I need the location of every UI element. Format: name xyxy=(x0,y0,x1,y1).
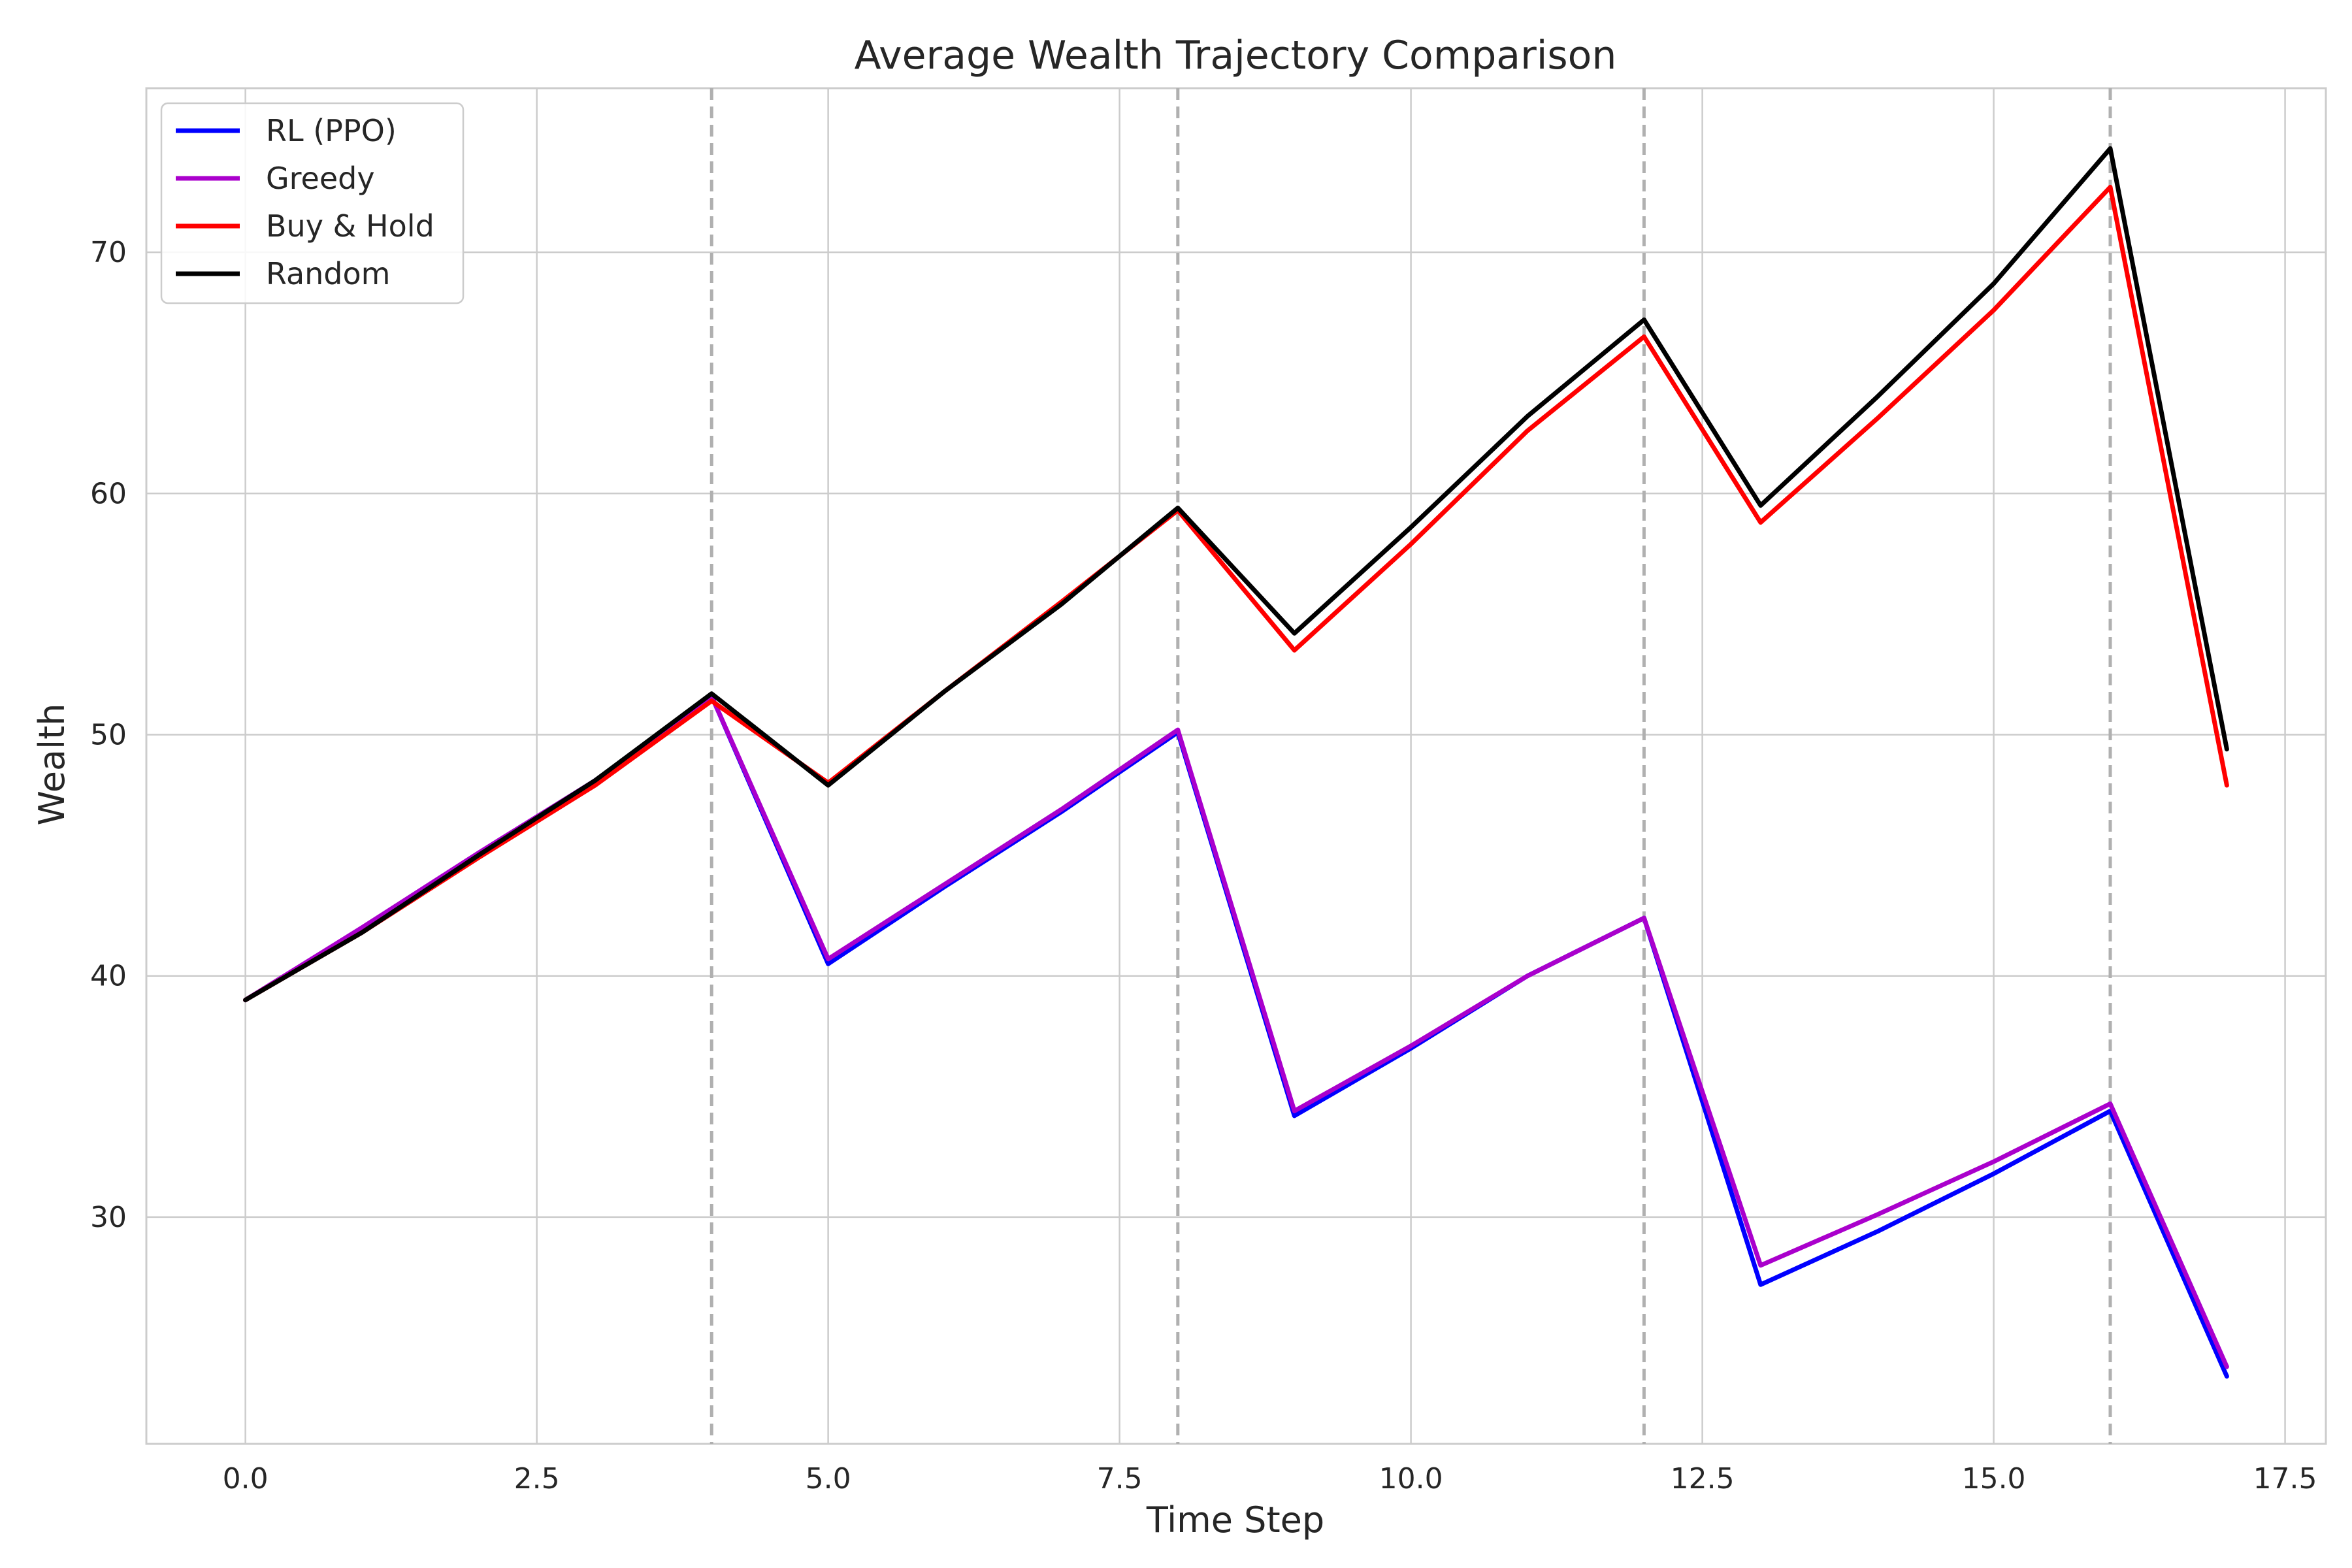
legend-label: Greedy xyxy=(266,161,375,196)
x-tick-label: 15.0 xyxy=(1962,1462,2026,1495)
y-tick-label: 30 xyxy=(90,1201,127,1234)
y-tick-label: 50 xyxy=(90,719,127,752)
legend-label: RL (PPO) xyxy=(266,113,397,148)
x-tick-label: 0.0 xyxy=(223,1462,269,1495)
series-line-buy-hold xyxy=(246,187,2227,1000)
plot-frame xyxy=(146,88,2326,1444)
x-tick-label: 10.0 xyxy=(1379,1462,1443,1495)
x-tick-label: 5.0 xyxy=(806,1462,851,1495)
legend-label: Buy & Hold xyxy=(266,208,434,244)
y-tick-label: 40 xyxy=(90,960,127,993)
series-line-rl-ppo xyxy=(246,696,2227,1376)
x-tick-label: 2.5 xyxy=(514,1462,560,1495)
x-tick-label: 17.5 xyxy=(2253,1462,2317,1495)
y-axis-label: Wealth xyxy=(31,704,73,826)
series-line-greedy xyxy=(246,696,2227,1366)
x-axis-label: Time Step xyxy=(1146,1499,1324,1541)
legend: RL (PPO) Greedy Buy & Hold Random xyxy=(161,103,463,303)
x-tick-label: 7.5 xyxy=(1097,1462,1143,1495)
y-tick-label: 70 xyxy=(90,236,127,269)
y-tick-label: 60 xyxy=(90,477,127,510)
chart-title: Average Wealth Trajectory Comparison xyxy=(855,33,1617,78)
legend-label: Random xyxy=(266,256,390,291)
x-tick-label: 12.5 xyxy=(1671,1462,1735,1495)
series-line-random xyxy=(246,148,2227,1000)
